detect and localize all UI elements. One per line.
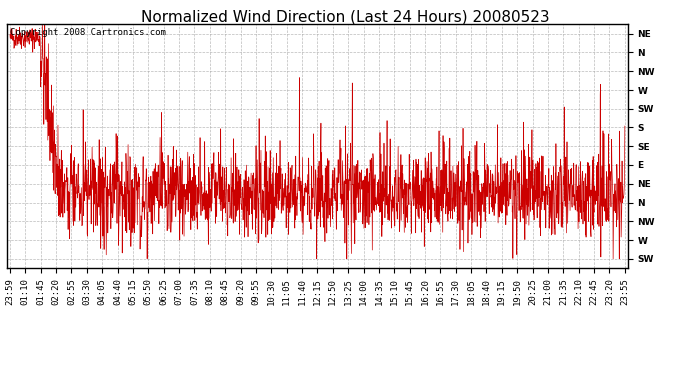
Text: Normalized Wind Direction (Last 24 Hours) 20080523: Normalized Wind Direction (Last 24 Hours… [141, 9, 549, 24]
Text: Copyright 2008 Cartronics.com: Copyright 2008 Cartronics.com [10, 28, 166, 37]
